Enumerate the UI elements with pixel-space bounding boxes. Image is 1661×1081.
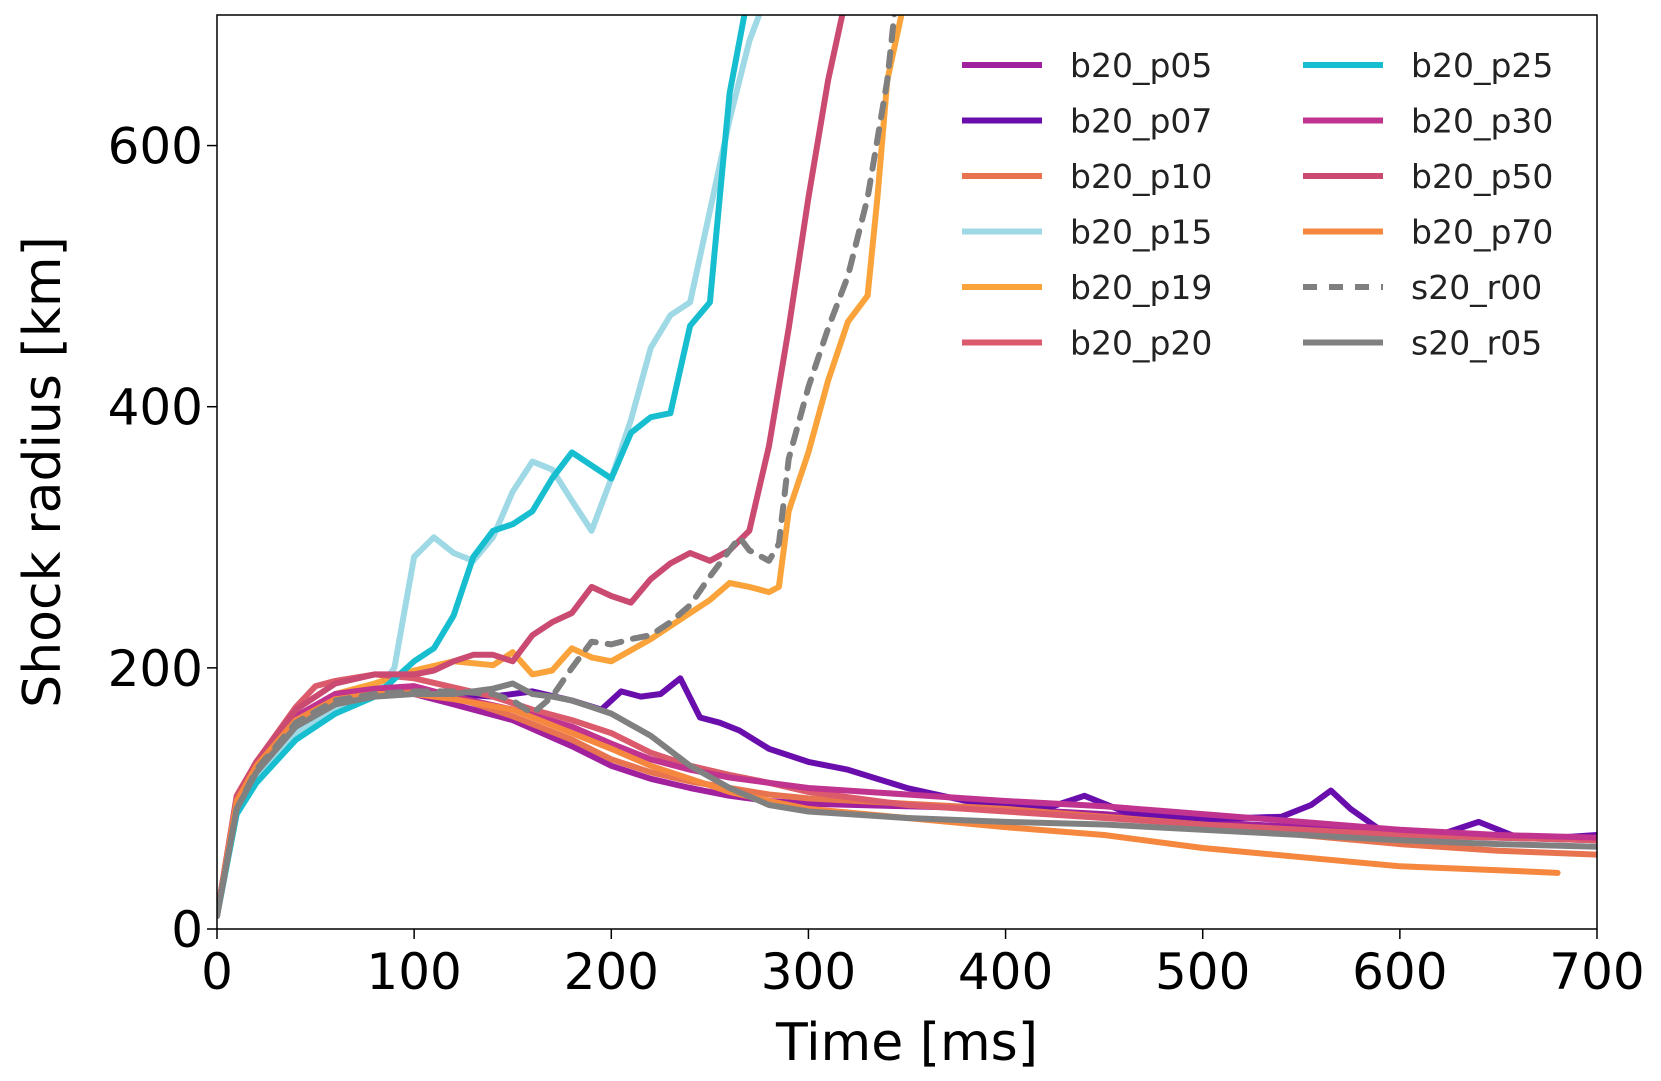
x-tick-label: 700	[1549, 943, 1644, 1001]
series-line-b20_p25	[217, 15, 748, 919]
legend-label: b20_p19	[1070, 268, 1212, 307]
axes-layer	[216, 14, 1598, 930]
legend-label: s20_r00	[1411, 268, 1542, 307]
series-line-s20_r00	[217, 15, 898, 919]
legend-entry-b20_p07: b20_p07	[962, 102, 1212, 141]
tick-layer: 0 100 200 300 400 500 600 700 0 200 400 600	[108, 118, 1645, 1001]
series-line-b20_p20	[217, 671, 1597, 919]
y-tick-label: 600	[108, 118, 203, 176]
series-line-s20_r05	[217, 680, 1597, 919]
series-line-b20_p30	[217, 683, 1597, 919]
legend-entry-b20_p05: b20_p05	[962, 46, 1212, 85]
y-tick-label: 400	[108, 379, 203, 437]
legend-label: b20_p50	[1411, 157, 1553, 196]
plot-frame	[216, 14, 1598, 930]
series-line-b20_p50	[217, 15, 846, 919]
series-line-b20_p70	[217, 691, 1561, 919]
y-axis-label: Shock radius [km]	[13, 236, 73, 708]
x-tick-label: 300	[761, 943, 856, 1001]
x-tick-label: 200	[564, 943, 659, 1001]
x-tick-label: 600	[1352, 943, 1447, 1001]
x-axis-label: Time [ms]	[775, 1013, 1038, 1073]
x-tick-label: 100	[366, 943, 461, 1001]
legend-entry-b20_p70: b20_p70	[1303, 213, 1553, 252]
legend-label: b20_p70	[1411, 213, 1553, 252]
x-tick-label: 0	[201, 943, 233, 1001]
legend-label: b20_p30	[1411, 102, 1553, 141]
y-tick-label: 200	[108, 640, 203, 698]
x-tick-label: 500	[1155, 943, 1250, 1001]
legend-entry-b20_p25: b20_p25	[1303, 46, 1553, 85]
legend-entry-s20_r00: s20_r00	[1303, 268, 1542, 307]
legend-label: b20_p07	[1070, 102, 1212, 141]
legend-entry-b20_p15: b20_p15	[962, 213, 1212, 252]
series-layer	[217, 15, 1597, 919]
legend-label: b20_p25	[1411, 46, 1553, 85]
legend-entry-s20_r05: s20_r05	[1303, 324, 1542, 363]
legend-entry-b20_p10: b20_p10	[962, 157, 1212, 196]
legend-label: b20_p10	[1070, 157, 1212, 196]
legend-label: s20_r05	[1411, 324, 1542, 363]
legend-label: b20_p20	[1070, 324, 1212, 363]
legend-entry-b20_p30: b20_p30	[1303, 102, 1553, 141]
x-tick-label: 400	[958, 943, 1053, 1001]
legend-entry-b20_p50: b20_p50	[1303, 157, 1553, 196]
legend-label: b20_p15	[1070, 213, 1212, 252]
legend-entry-b20_p20: b20_p20	[962, 324, 1212, 363]
y-tick-label: 0	[171, 901, 203, 959]
series-line-b20_p19	[217, 15, 905, 919]
legend-label: b20_p05	[1070, 46, 1212, 85]
legend-entry-b20_p19: b20_p19	[962, 268, 1212, 307]
legend: b20_p05 b20_p07 b20_p10 b20_p15 b20_p19 b20_p…	[962, 46, 1553, 363]
